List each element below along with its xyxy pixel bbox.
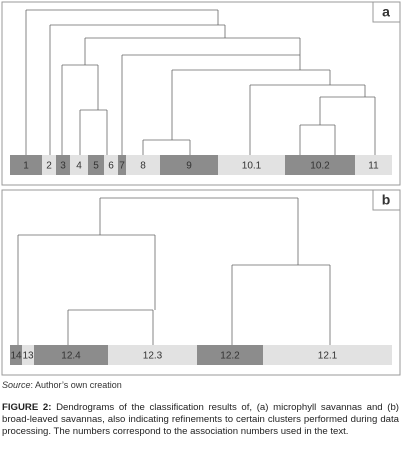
caption: FIGURE 2: Dendrograms of the classificat… (2, 402, 399, 438)
leaf-segment (285, 155, 355, 175)
leaf-segment (70, 155, 88, 175)
caption-text: Dendrograms of the classification result… (2, 402, 399, 437)
panel-label-box (372, 189, 401, 211)
leaf-label: 2 (46, 161, 52, 172)
leaf-label: 10.1 (242, 161, 262, 172)
panel-label-box (372, 1, 401, 23)
leaf-label: 5 (93, 161, 99, 172)
leaf-label: 12.3 (143, 351, 163, 362)
leaf-segment (118, 155, 126, 175)
leaf-label: 7 (119, 161, 125, 172)
leaf-segment (160, 155, 218, 175)
leaf-label: 12.2 (220, 351, 240, 362)
leaf-label: 14 (10, 351, 22, 362)
leaf-label: 6 (108, 161, 114, 172)
leaf-label: 11 (368, 161, 379, 172)
leaf-label: 12.1 (318, 351, 338, 362)
leaf-label: 12.4 (61, 351, 81, 362)
leaf-segment (263, 345, 392, 365)
leaf-segment (126, 155, 160, 175)
panel-label: b (382, 192, 391, 208)
leaf-segment (22, 345, 34, 365)
leaf-segment (42, 155, 56, 175)
panel-label: a (382, 4, 390, 20)
source-prefix: Source (2, 380, 31, 390)
leaf-segment (56, 155, 70, 175)
leaf-segment (10, 155, 42, 175)
panel-frame (1, 189, 401, 376)
leaf-segment (104, 155, 118, 175)
figure: a b 1 2 3 4 5 6 7 8 9 10.1 10.2 11 14 13 12.4 12.3 12.2 1… (1, 1, 401, 376)
leaf-segment (34, 345, 108, 365)
leaf-label: 10.2 (310, 161, 330, 172)
leaf-label: 1 (23, 161, 29, 172)
panel-frame (1, 1, 401, 186)
leaf-label: 13 (22, 351, 34, 362)
leaf-label: 3 (60, 161, 66, 172)
leaf-segment (88, 155, 104, 175)
leaf-segment (355, 155, 392, 175)
leaf-segment (108, 345, 197, 365)
leaf-label: 4 (76, 161, 82, 172)
leaf-segment (197, 345, 263, 365)
source-text: : Author’s own creation (30, 380, 122, 390)
leaf-segment (218, 155, 285, 175)
caption-label: FIGURE 2: (2, 402, 52, 413)
source: Source: Author’s own creation (2, 380, 122, 390)
leaf-label: 9 (186, 161, 192, 172)
leaf-label: 8 (140, 161, 146, 172)
leaf-segment (10, 345, 22, 365)
